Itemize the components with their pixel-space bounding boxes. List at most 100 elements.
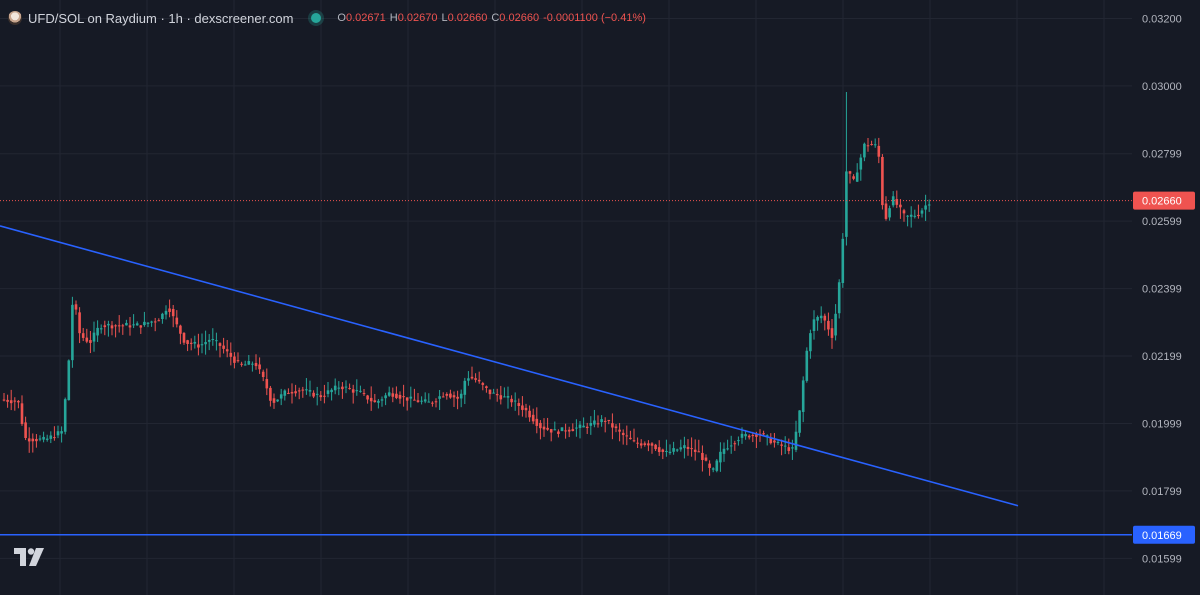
candle-body	[420, 400, 423, 402]
candle-body	[722, 448, 726, 454]
candle-body	[157, 320, 161, 322]
price-tick-label: 0.02799	[1142, 149, 1182, 161]
candle-body	[326, 390, 330, 394]
candle-body	[377, 400, 380, 403]
candle-body	[445, 394, 449, 396]
candle-body	[409, 396, 413, 399]
candle-body	[38, 438, 42, 440]
candle-body	[164, 310, 168, 315]
candle-body	[542, 426, 546, 430]
candle-body	[625, 435, 629, 437]
trendline[interactable]	[0, 225, 1019, 507]
ohlc-close-value: 0.02660	[499, 12, 540, 24]
candle-body	[769, 438, 773, 444]
candle-body	[560, 427, 564, 431]
last-price-tag-box	[1133, 191, 1195, 210]
candle-body	[726, 448, 729, 450]
candle-body	[269, 387, 272, 401]
candle-body	[416, 400, 420, 403]
candle-body	[456, 396, 459, 399]
ohlc-readout: O0.02671 H0.02670 L0.02660 C0.02660 -0.0…	[337, 12, 646, 24]
candle-body	[906, 215, 909, 217]
candle-body	[153, 321, 157, 323]
candle-body	[362, 393, 366, 395]
candle-body	[492, 392, 495, 394]
candle-body	[128, 325, 132, 328]
candle-body	[366, 395, 369, 400]
candle-body	[729, 445, 733, 447]
candle-body	[395, 393, 398, 398]
candle-body	[211, 338, 215, 340]
candle-body	[139, 325, 143, 328]
candle-body	[589, 422, 593, 426]
candle-body	[650, 443, 654, 446]
candle-body	[549, 429, 553, 433]
candle-body	[809, 333, 812, 352]
price-axis[interactable]: 0.03200 0.03000 0.02799 0.02599 0.02399 0.021…	[1142, 13, 1182, 565]
candle-body	[909, 214, 913, 217]
candle-body	[794, 431, 798, 450]
candle-body	[179, 325, 182, 334]
candle-body	[866, 145, 870, 147]
candle-body	[258, 364, 261, 370]
candle-body	[189, 342, 193, 344]
candle-body	[423, 399, 427, 402]
candle-body	[823, 315, 827, 321]
candle-body	[675, 449, 679, 451]
candle-body	[308, 390, 312, 392]
candle-body	[873, 144, 877, 146]
candle-body	[719, 451, 722, 463]
market-status-icon	[311, 13, 322, 23]
candle-body	[636, 442, 639, 444]
candle-body	[737, 440, 740, 442]
candle-body	[81, 333, 85, 338]
candle-body	[639, 443, 643, 446]
candle-body	[647, 443, 650, 446]
candle-body	[841, 238, 845, 283]
candle-body	[161, 313, 164, 320]
candle-body	[578, 424, 582, 428]
candle-body	[301, 389, 305, 391]
candle-body	[103, 325, 107, 328]
candle-body	[593, 420, 596, 425]
candle-body	[884, 203, 888, 219]
candle-body	[600, 419, 603, 423]
candle-body	[668, 451, 672, 454]
last-price-tag-text: 0.02660	[1142, 196, 1182, 208]
chart-grid	[0, 0, 1132, 595]
candle-body	[434, 401, 438, 403]
candle-body	[110, 325, 114, 329]
candle-body	[78, 312, 81, 334]
candle-body	[2, 399, 6, 401]
candle-body	[24, 422, 27, 438]
candle-body	[596, 423, 600, 425]
candle-body	[528, 410, 531, 418]
candle-body	[827, 320, 830, 330]
last-price-tag: 0.02660	[1133, 191, 1195, 210]
candle-body	[755, 434, 758, 437]
candle-body	[114, 325, 117, 327]
candle-body	[204, 342, 207, 345]
candle-body	[431, 402, 434, 404]
price-tick-label: 0.01599	[1142, 553, 1182, 565]
candle-body	[481, 383, 485, 385]
candle-body	[607, 419, 611, 421]
candle-body	[899, 204, 902, 208]
candle-body	[708, 463, 711, 468]
candle-body	[463, 380, 467, 395]
candle-body	[215, 340, 218, 342]
candle-body	[6, 399, 9, 402]
candle-body	[17, 400, 20, 403]
candle-body	[459, 393, 463, 399]
tradingview-logo-icon[interactable]	[12, 543, 46, 571]
candle-body	[488, 389, 492, 395]
candle-body	[848, 171, 852, 174]
price-tick-label: 0.01999	[1142, 418, 1182, 430]
candle-body	[261, 371, 265, 378]
ohlc-change-value: -0.0001100 (−0.41%)	[543, 12, 646, 24]
price-tick-label: 0.02399	[1142, 284, 1182, 296]
candle-body	[146, 322, 150, 324]
candle-body	[614, 426, 618, 429]
